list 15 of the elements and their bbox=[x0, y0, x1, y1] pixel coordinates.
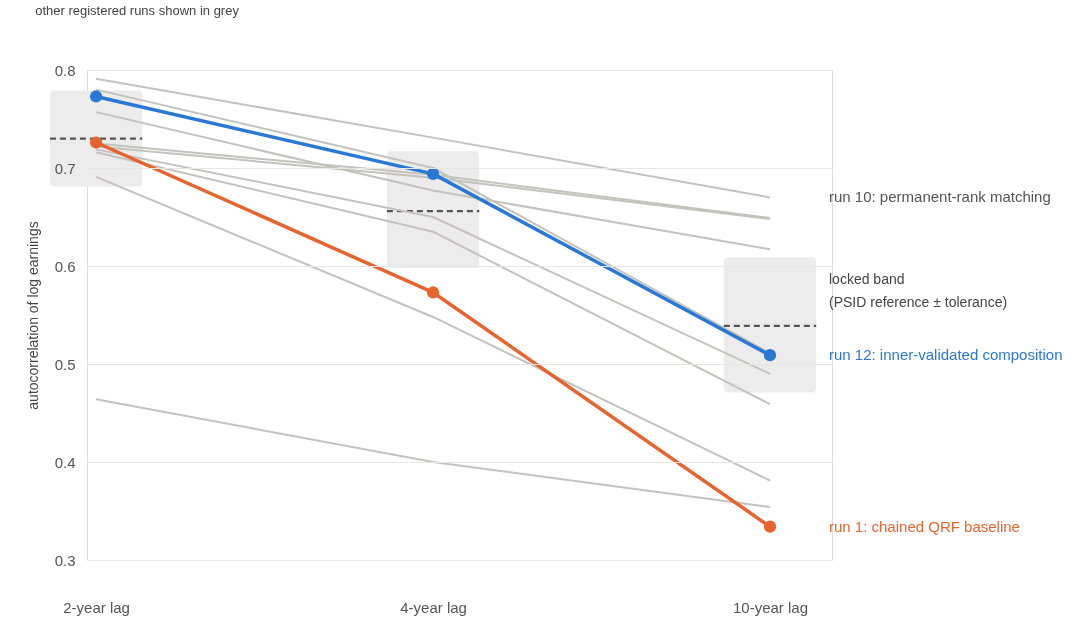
x-tick-label: 2-year lag bbox=[63, 598, 130, 616]
y-tick-label: 0.7 bbox=[54, 159, 76, 177]
x-tick-label: 10-year lag bbox=[732, 598, 809, 616]
y-tick-label: 0.6 bbox=[54, 257, 76, 275]
text: run 1: chained QRF baseline bbox=[829, 517, 1020, 535]
y-axis-title: autocorrelation of log earnings bbox=[24, 221, 41, 410]
x-tick-label: 4-year lag bbox=[400, 598, 467, 616]
text: run 10: permanent-rank matching bbox=[829, 188, 1051, 206]
y-tick-label: 0.3 bbox=[54, 551, 76, 569]
text: run 12: inner-validated composition bbox=[829, 346, 1063, 364]
y-tick-label: 0.8 bbox=[54, 61, 76, 79]
chart-subtitle: other registered runs shown in grey bbox=[35, 3, 240, 18]
annotation: locked band (PSID reference ± tolerance) bbox=[829, 271, 1008, 310]
y-tick-label: 0.5 bbox=[54, 355, 76, 373]
y-tick-label: 0.4 bbox=[54, 453, 76, 471]
